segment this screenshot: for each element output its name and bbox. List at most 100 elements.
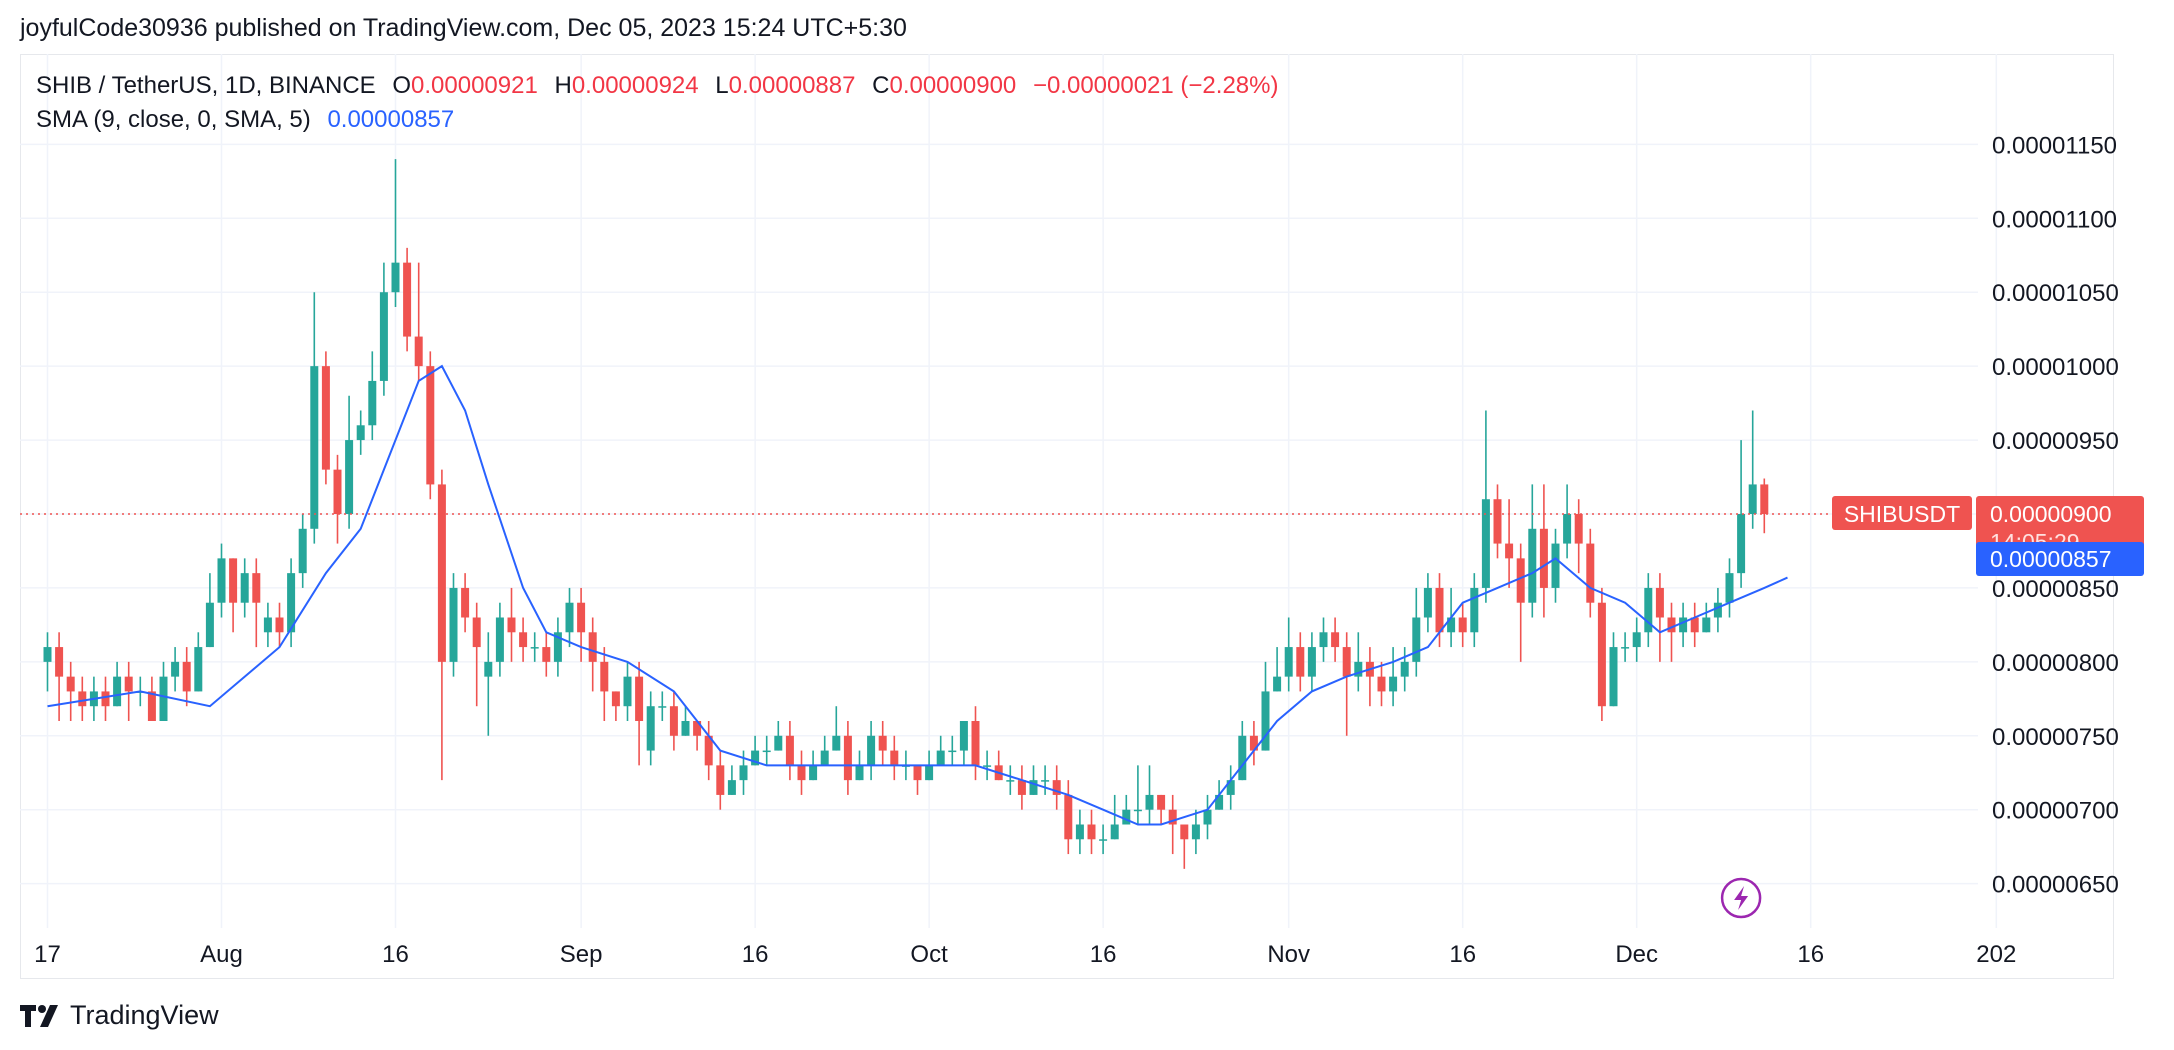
candle-body: [1737, 514, 1746, 574]
candle-down: [1052, 765, 1061, 810]
candle-body: [774, 735, 783, 751]
candle-body: [1029, 780, 1038, 795]
candle-down: [182, 647, 191, 707]
candle-body: [1099, 839, 1108, 841]
y-tick-label: 0.00001050: [1992, 280, 2119, 307]
candle-down: [693, 721, 702, 751]
sma-layer: [47, 364, 1788, 826]
candle-down: [1180, 824, 1189, 869]
candle-up: [310, 292, 319, 544]
candle-down: [577, 587, 586, 662]
candle-up: [553, 617, 562, 677]
candle-up: [1644, 573, 1653, 648]
candle-up: [936, 735, 945, 766]
legend-open-value: 0.00000921: [411, 72, 538, 99]
candle-down: [600, 647, 609, 721]
tradingview-logo-icon: [20, 1004, 58, 1027]
chart-canvas[interactable]: 0.00000650 0.00000700 0.00000750 0.00000800…: [0, 0, 2174, 990]
candle-body: [832, 735, 841, 751]
lightning-event-icon[interactable]: [1720, 877, 1762, 919]
candle-body: [472, 617, 481, 648]
x-tick-label: Aug: [200, 941, 243, 968]
y-tick-label: 0.00001100: [1992, 206, 2117, 233]
candle-body: [1249, 735, 1258, 751]
candle-body: [1203, 809, 1212, 825]
candle-body: [519, 632, 528, 648]
candle-body: [1389, 676, 1398, 692]
candle-up: [681, 706, 690, 736]
candle-body: [101, 691, 110, 707]
candle-body: [1122, 809, 1131, 825]
candle-down: [1516, 543, 1525, 662]
sma-label[interactable]: SMA (9, close, 0, SMA, 5): [36, 106, 311, 133]
candle-body: [727, 780, 736, 795]
candle-body: [391, 262, 400, 293]
candle-up: [1412, 587, 1421, 677]
candle-up: [159, 661, 168, 721]
candle-up: [646, 691, 655, 766]
candle-body: [1006, 780, 1015, 782]
candle-body: [1655, 587, 1664, 618]
legend-change: −0.00000021 (−2.28%): [1032, 72, 1279, 99]
candle-body: [1412, 617, 1421, 662]
x-tick-label: 16: [742, 941, 769, 968]
tradingview-brand: TradingView: [70, 1000, 219, 1030]
symbol-tag: SHIBUSDT: [1844, 501, 1960, 527]
candle-up: [867, 721, 876, 781]
candle-up: [240, 558, 249, 618]
candle-body: [379, 292, 388, 381]
sma-line: [47, 364, 1788, 826]
candle-down: [1597, 587, 1606, 721]
candle-body: [229, 558, 238, 603]
candle-body: [1319, 632, 1328, 648]
candle-body: [171, 661, 180, 677]
sma-value: 0.00000857: [327, 106, 455, 133]
x-tick-label: Dec: [1615, 941, 1658, 968]
candle-down: [994, 750, 1003, 781]
candle-up: [565, 587, 574, 648]
candle-up: [43, 632, 52, 692]
candle-body: [913, 765, 922, 781]
candle-up: [1145, 765, 1154, 825]
candle-up: [1470, 573, 1479, 648]
candle-body: [78, 691, 87, 707]
legend-close-label: C: [872, 72, 890, 99]
legend-symbol[interactable]: SHIB / TetherUS, 1D, BINANCE: [36, 72, 376, 99]
candle-up: [1737, 440, 1746, 588]
price-tag-value: 0.00000900: [1990, 501, 2112, 527]
candle-up: [1238, 721, 1247, 781]
tradingview-footer[interactable]: TradingView: [20, 1000, 219, 1031]
candle-down: [519, 617, 528, 662]
x-tick-label: Oct: [910, 941, 948, 968]
candle-body: [635, 676, 644, 721]
candle-down: [588, 617, 597, 692]
candle-body: [1168, 809, 1177, 825]
candle-body: [1713, 602, 1722, 618]
candle-body: [426, 366, 435, 485]
candle-down: [1690, 602, 1699, 648]
candle-body: [263, 617, 272, 633]
candle-down: [1377, 661, 1386, 707]
candle-up: [298, 514, 307, 588]
candle-up: [263, 602, 272, 648]
candle-down: [321, 351, 330, 485]
candle-body: [1528, 528, 1537, 603]
candle-body: [1435, 587, 1444, 633]
candle-up: [1389, 647, 1398, 707]
candle-body: [646, 706, 655, 751]
candle-up: [1481, 410, 1490, 603]
ohlc-legend: SHIB / TetherUS, 1D, BINANCE O0.00000921…: [36, 72, 1278, 100]
candle-body: [217, 558, 226, 603]
candle-body: [762, 750, 771, 753]
candle-body: [971, 721, 980, 766]
candle-down: [843, 721, 852, 795]
candle-body: [240, 573, 249, 603]
candle-body: [936, 750, 945, 766]
y-tick-label: 0.00000650: [1992, 872, 2119, 899]
candle-body: [797, 765, 806, 781]
candle-body: [147, 691, 156, 721]
candle-body: [1052, 780, 1061, 795]
candle-up: [379, 262, 388, 396]
candle-down: [1157, 794, 1166, 825]
